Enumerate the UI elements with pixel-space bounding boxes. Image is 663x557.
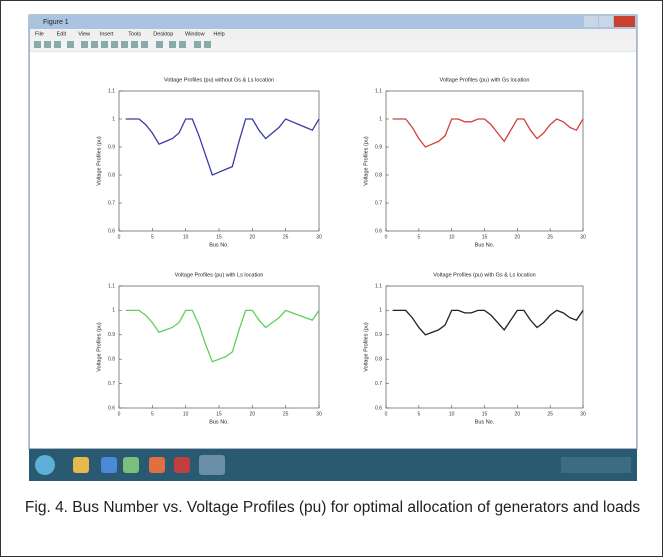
x-tick-label: 5 — [417, 234, 420, 240]
menus: File Edit View Insert Tools Desktop Window Help — [35, 31, 225, 37]
x-tick-label: 5 — [151, 234, 154, 240]
y-tick-label: 1.1 — [108, 283, 115, 289]
menu-item[interactable]: Desktop — [153, 31, 173, 37]
menu-item[interactable]: Tools — [128, 31, 141, 37]
y-tick-label: 0.6 — [108, 228, 115, 234]
y-axis-label: Voltage Profiles (pu) — [363, 136, 369, 186]
y-tick-label: 0.9 — [375, 144, 382, 150]
x-tick-label: 10 — [183, 411, 189, 417]
y-tick-label: 0.8 — [108, 357, 115, 363]
y-tick-label: 1 — [112, 116, 115, 122]
x-tick-label: 15 — [216, 411, 222, 417]
y-tick-label: 0.7 — [108, 200, 115, 206]
menu-item[interactable]: Edit — [57, 31, 67, 37]
close-button[interactable] — [614, 16, 635, 27]
chart-title: Voltage Profiles (pu) without Gs & Ls lo… — [164, 77, 274, 83]
x-tick-label: 25 — [547, 411, 553, 417]
figure-caption: Fig. 4. Bus Number vs. Voltage Profiles … — [21, 497, 644, 518]
x-tick-label: 20 — [250, 234, 256, 240]
plot-area — [119, 91, 319, 231]
x-tick-label: 25 — [547, 234, 553, 240]
minimize-button[interactable] — [584, 16, 598, 27]
x-tick-label: 15 — [482, 234, 488, 240]
x-tick-label: 5 — [417, 411, 420, 417]
x-tick-label: 10 — [183, 234, 189, 240]
y-tick-label: 0.7 — [375, 381, 382, 387]
y-tick-label: 1 — [379, 116, 382, 122]
title-bar — [29, 15, 637, 29]
x-tick-label: 20 — [515, 411, 521, 417]
x-axis-label: Bus No. — [475, 419, 495, 425]
toolbar-icons — [34, 41, 211, 48]
x-tick-label: 25 — [283, 234, 289, 240]
y-tick-label: 0.6 — [108, 405, 115, 411]
window-title: Figure 1 — [43, 19, 69, 26]
plot-area — [386, 91, 583, 231]
x-tick-label: 0 — [118, 411, 121, 417]
x-tick-label: 10 — [449, 411, 455, 417]
y-tick-label: 0.9 — [108, 332, 115, 338]
x-axis-label: Bus No. — [209, 242, 229, 248]
y-tick-label: 1.1 — [375, 283, 382, 289]
system-tray — [561, 457, 631, 473]
x-tick-label: 20 — [250, 411, 256, 417]
start-button[interactable] — [35, 455, 55, 475]
y-tick-label: 0.9 — [375, 332, 382, 338]
y-tick-label: 0.9 — [108, 144, 115, 150]
y-tick-label: 0.6 — [375, 405, 382, 411]
menu-item[interactable]: Insert — [100, 31, 114, 37]
chart-title: Voltage Profiles (pu) with Gs & Ls locat… — [433, 272, 535, 278]
x-tick-label: 30 — [316, 411, 322, 417]
x-axis-label: Bus No. — [475, 242, 495, 248]
x-tick-label: 0 — [385, 234, 388, 240]
toolbar — [30, 39, 636, 51]
screenshot: Figure 1 File Edit View Insert Tools Desktop W… — [1, 1, 663, 491]
maximize-button[interactable] — [599, 16, 613, 27]
y-tick-label: 1 — [112, 308, 115, 314]
x-tick-label: 0 — [385, 411, 388, 417]
y-tick-label: 0.7 — [108, 381, 115, 387]
x-tick-label: 20 — [515, 234, 521, 240]
y-axis-label: Voltage Profiles (pu) — [363, 322, 369, 372]
x-tick-label: 15 — [482, 411, 488, 417]
menu-item[interactable]: Window — [185, 31, 205, 37]
figure-frame: Figure 1 File Edit View Insert Tools Desktop W… — [0, 0, 663, 557]
y-tick-label: 0.8 — [375, 357, 382, 363]
taskbar — [29, 449, 637, 481]
y-tick-label: 0.6 — [375, 228, 382, 234]
y-tick-label: 1.1 — [375, 88, 382, 94]
plot-area — [386, 286, 583, 408]
y-tick-label: 0.7 — [375, 200, 382, 206]
y-tick-label: 1.1 — [108, 88, 115, 94]
x-tick-label: 30 — [580, 411, 586, 417]
y-axis-label: Voltage Profiles (pu) — [96, 322, 102, 372]
y-axis-label: Voltage Profiles (pu) — [96, 136, 102, 186]
menu-item[interactable]: File — [35, 31, 44, 37]
chart-title: Voltage Profiles (pu) with Gs location — [440, 77, 530, 83]
menu-item[interactable]: Help — [213, 31, 224, 37]
x-tick-label: 30 — [316, 234, 322, 240]
x-tick-label: 30 — [580, 234, 586, 240]
y-tick-label: 0.8 — [108, 172, 115, 178]
y-tick-label: 0.8 — [375, 172, 382, 178]
x-tick-label: 15 — [216, 234, 222, 240]
chart-title: Voltage Profiles (pu) with Ls location — [175, 272, 264, 278]
x-tick-label: 10 — [449, 234, 455, 240]
x-tick-label: 5 — [151, 411, 154, 417]
plot-area — [119, 286, 319, 408]
x-tick-label: 0 — [118, 234, 121, 240]
x-axis-label: Bus No. — [209, 419, 229, 425]
menu-item[interactable]: View — [78, 31, 90, 37]
x-tick-label: 25 — [283, 411, 289, 417]
menu-bar — [30, 29, 636, 39]
y-tick-label: 1 — [379, 308, 382, 314]
